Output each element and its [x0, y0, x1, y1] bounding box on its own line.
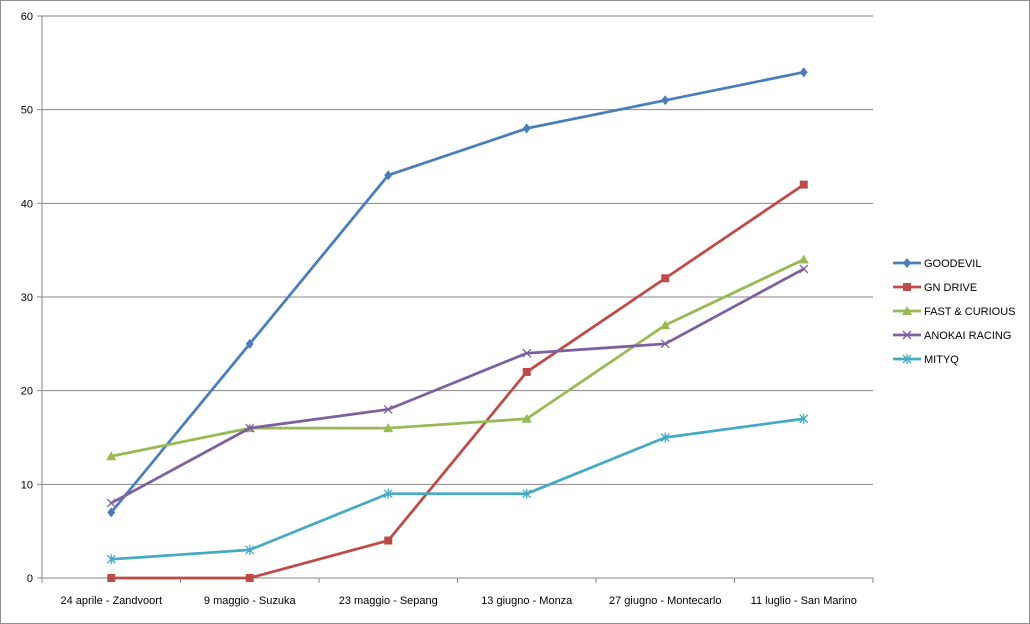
legend-label: FAST & CURIOUS — [924, 306, 1015, 318]
series-anokai-racing — [106, 264, 809, 508]
data-point — [799, 67, 808, 78]
series-gn-drive — [107, 180, 808, 582]
data-point — [660, 432, 670, 443]
legend-label: MITYQ — [924, 354, 959, 366]
x-tick-label: 11 luglio - San Marino — [751, 595, 857, 607]
data-point — [521, 413, 532, 423]
data-point — [383, 423, 394, 433]
y-tick-label: 20 — [21, 386, 33, 398]
legend-marker — [903, 283, 911, 291]
y-tick-label: 0 — [27, 573, 33, 585]
marker-stroke — [383, 404, 393, 414]
data-point — [522, 348, 532, 358]
legend-item: GOODEVIL — [893, 258, 981, 270]
marker-stroke — [660, 339, 670, 349]
marker-stroke — [799, 264, 809, 274]
legend-label: GN DRIVE — [924, 282, 977, 294]
legend-marker — [903, 258, 911, 268]
data-point — [245, 423, 255, 433]
legend-item: ANOKAI RACING — [893, 330, 1011, 342]
y-tick-label: 50 — [21, 105, 33, 117]
tick-labels: 0 10 20 30 40 50 60 24 aprile - Zandvoort 9 magg… — [21, 11, 857, 607]
series-line — [109, 258, 806, 458]
data-point — [522, 367, 531, 376]
data-point — [661, 274, 670, 283]
data-point — [384, 536, 393, 545]
legend-label: ANOKAI RACING — [924, 330, 1011, 342]
marker-stroke — [106, 498, 116, 508]
series-fast-curious — [106, 254, 809, 461]
x-tick-label: 23 maggio - Sepang — [339, 595, 438, 607]
x-tick-label: 13 giugno - Monza — [481, 595, 573, 607]
data-point — [522, 123, 531, 134]
data-point — [799, 413, 809, 424]
series-line — [109, 267, 806, 505]
series-group — [106, 67, 809, 582]
y-tick-label: 60 — [21, 11, 33, 23]
data-point — [106, 554, 116, 565]
x-tick-label: 27 giugno - Montecarlo — [609, 595, 722, 607]
data-point — [245, 574, 254, 582]
data-point — [799, 180, 808, 189]
legend-marker — [902, 354, 912, 364]
data-point — [522, 488, 532, 499]
gridlines — [42, 15, 873, 485]
data-point — [245, 338, 254, 349]
legend-label: GOODEVIL — [924, 258, 981, 270]
x-tick-label: 9 maggio - Suzuka — [204, 595, 297, 607]
series-mityq — [106, 413, 809, 565]
data-point — [661, 95, 670, 106]
legend-marker — [902, 306, 912, 315]
series-goodevil — [107, 67, 808, 518]
marker-stroke — [245, 423, 255, 433]
series-line — [109, 183, 806, 580]
data-point — [106, 451, 117, 461]
y-tick-label: 10 — [21, 479, 33, 491]
series-line — [109, 70, 806, 514]
legend-item: GN DRIVE — [893, 282, 977, 294]
y-tick-label: 40 — [21, 198, 33, 210]
data-point — [660, 320, 671, 330]
legend-item: FAST & CURIOUS — [893, 306, 1015, 318]
data-point — [107, 507, 116, 518]
legend: GOODEVIL GN DRIVE FAST & CURIOUS ANOKAI RAC… — [893, 258, 1015, 366]
data-point — [106, 498, 116, 508]
data-point — [799, 264, 809, 274]
data-point — [383, 404, 393, 414]
y-tick-label: 30 — [21, 292, 33, 304]
legend-item: MITYQ — [893, 354, 959, 366]
axes — [37, 15, 874, 583]
marker-stroke — [522, 348, 532, 358]
series-line — [109, 417, 806, 561]
legend-marker — [902, 330, 912, 340]
data-point — [383, 488, 393, 499]
data-point — [660, 339, 670, 349]
data-point — [245, 544, 255, 555]
data-point — [798, 254, 809, 264]
data-point — [384, 170, 393, 181]
marker-stroke — [902, 330, 912, 340]
x-tick-label: 24 aprile - Zandvoort — [61, 595, 163, 607]
data-point — [107, 574, 116, 582]
